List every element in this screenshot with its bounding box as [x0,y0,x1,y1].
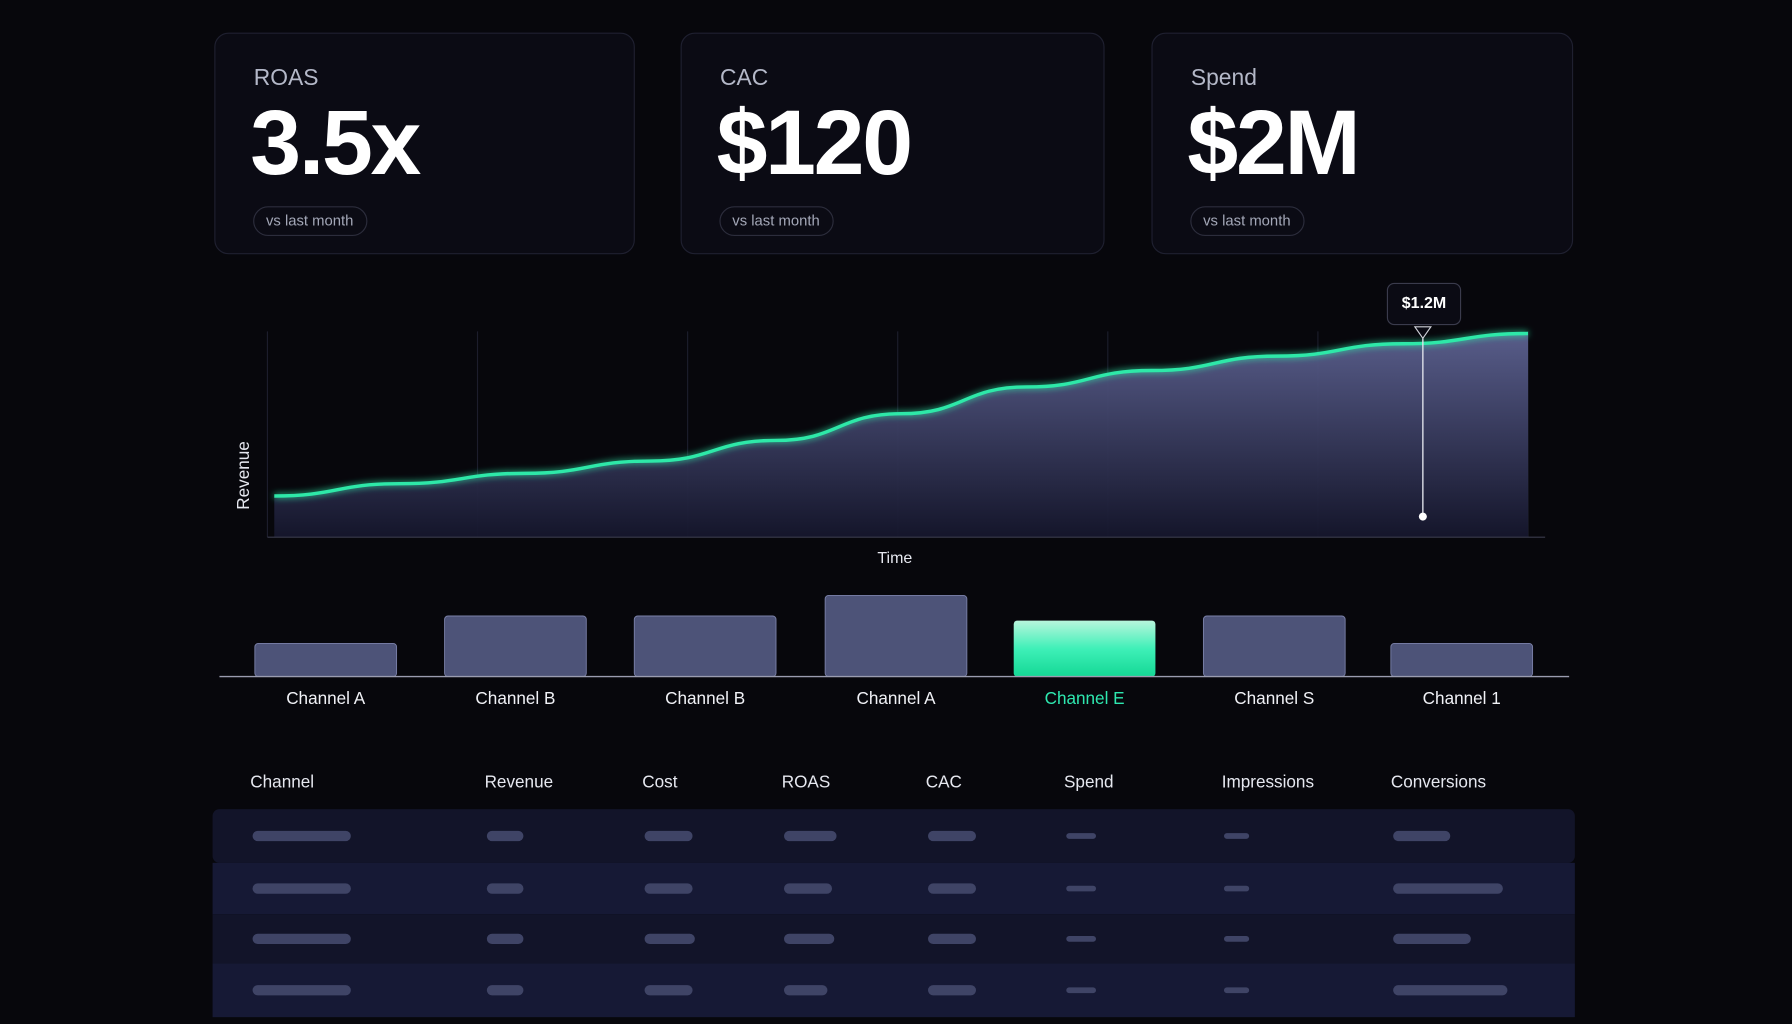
skeleton [1224,833,1250,839]
skeleton [928,883,976,894]
skeleton [1066,987,1096,994]
kpi-value: 3.5x [250,92,421,194]
kpi-note: vs last month [266,214,353,230]
skeleton [644,883,693,894]
annotation-box [1386,282,1462,326]
column-header: Cost [642,771,677,791]
skeleton [252,830,351,842]
skeleton [486,985,524,996]
y-axis-label: Revenue [233,441,253,510]
skeleton [784,985,828,996]
skeleton [1066,833,1096,839]
bar-label: Channel B [475,688,555,708]
bar [1013,620,1156,677]
bar-label: Channel 1 [1423,688,1501,708]
bar [254,642,398,678]
table-row [212,862,1575,915]
bar [444,615,587,678]
card [214,32,635,255]
revenue-chart: Revenue Time $1.2M [233,282,1546,567]
skeleton [1224,936,1250,942]
column-header: Conversions [1391,771,1486,791]
kpi-label: Spend [1191,64,1257,90]
kpi-label: ROAS [254,64,319,90]
skeleton [1066,936,1096,942]
bar-label: Channel A [856,688,936,708]
area [274,333,1529,538]
skeleton [928,933,976,944]
column-header: Revenue [485,771,554,791]
skeleton [644,830,693,842]
channel-chart: Channel A Channel B Channel B Channel A Chan… [219,594,1570,708]
bar [1390,642,1534,678]
bar-label: Channel B [665,688,745,708]
table-row [212,809,1575,863]
column-header: Spend [1064,771,1114,791]
skeleton [486,830,524,842]
bar [824,594,968,678]
card [1151,32,1574,255]
skeleton [486,933,524,944]
skeleton [252,985,351,996]
skeleton [252,933,351,944]
kpi-note: vs last month [1203,214,1290,230]
kpi-card: CAC$120 vs last month [680,32,1105,255]
line [274,331,1529,498]
skeleton [928,830,976,842]
skeleton [1224,987,1250,994]
skeleton [784,830,837,842]
skeleton [1066,885,1096,892]
skeleton [784,933,835,944]
column-header: Impressions [1222,771,1314,791]
annotation: $1.2M [1402,295,1446,312]
kpi-label: CAC [720,64,768,90]
column-header: ROAS [782,771,831,791]
skeleton [1393,985,1508,996]
skeleton [252,883,351,894]
kpi-card: Spend$2M vs last month [1151,32,1574,255]
x-axis-label: Time [877,550,912,567]
pill [719,206,834,236]
bar-label: Channel A [286,688,366,708]
table-row [212,914,1575,964]
skeleton [644,985,693,996]
skeleton [644,933,695,944]
skeleton [784,883,832,894]
bar [633,615,777,678]
annotation-pointer [1413,326,1432,340]
bar-label: Channel S [1234,688,1314,708]
skeleton [1393,830,1451,842]
skeleton [928,985,976,996]
bar [1202,615,1346,678]
skeleton [1393,933,1471,944]
skeleton [486,883,524,894]
kpi-value: $2M [1187,92,1358,194]
table-row [212,963,1575,1018]
pill [1190,206,1305,236]
kpi-note: vs last month [732,214,819,230]
column-header: CAC [926,771,962,791]
kpi-value: $120 [717,92,911,194]
table: Channel Revenue Cost ROAS CAC Spend Impression… [212,771,1575,1018]
annotation-dot [1418,512,1427,521]
skeleton [1393,883,1503,894]
pill [253,206,368,236]
skeleton [1224,885,1250,892]
bar-label: Channel E [1045,688,1125,708]
column-header: Channel [250,771,314,791]
card [680,32,1105,255]
